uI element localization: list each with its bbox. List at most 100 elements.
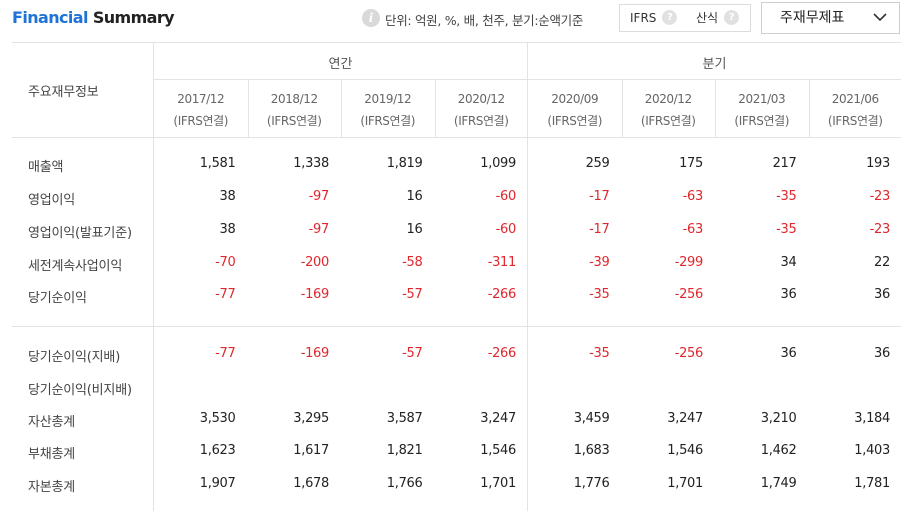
table-cell: 1,099 <box>480 156 516 171</box>
row-label: 영업이익(발표기준) <box>28 226 132 241</box>
table-cell: 22 <box>874 255 890 270</box>
table-cell: 1,338 <box>293 156 329 171</box>
column-basis: (IFRS연결) <box>266 114 322 128</box>
table-cell: 259 <box>585 156 610 171</box>
table-cell: 193 <box>866 156 890 171</box>
column-divider <box>341 80 342 137</box>
ifrs-label: IFRS <box>630 11 657 25</box>
group-header-quarter: 분기 <box>702 57 727 72</box>
table-cell: 1,766 <box>386 476 423 491</box>
table-cell: 1,749 <box>760 476 797 491</box>
header-bottom-border <box>12 137 901 138</box>
table-cell: -169 <box>300 346 330 361</box>
table-cell: 36 <box>780 346 797 361</box>
table-cell: -35 <box>589 287 610 302</box>
statement-type-dropdown[interactable]: 주재무제표 <box>761 2 900 34</box>
table-cell: 16 <box>406 222 423 237</box>
column-period: 2021/06 <box>831 92 879 106</box>
table-cell: 1,821 <box>386 443 423 458</box>
chevron-down-icon <box>873 13 887 22</box>
table-cell: 1,546 <box>667 443 703 458</box>
section-divider <box>12 326 901 327</box>
table-cell: 3,247 <box>480 411 516 426</box>
help-icon[interactable]: ? <box>662 10 678 25</box>
formula-toggle[interactable]: 산식? <box>696 5 740 31</box>
column-header: 2017/12 (IFRS연결) <box>154 88 248 132</box>
dropdown-label: 주재무제표 <box>780 10 845 26</box>
table-cell: -256 <box>674 287 704 302</box>
table-cell: 36 <box>874 287 890 302</box>
table-cell: 36 <box>874 346 890 361</box>
table-cell: -39 <box>589 255 610 270</box>
table-cell: 1,907 <box>199 476 236 491</box>
column-divider <box>435 80 436 137</box>
row-label: 세전계속사업이익 <box>28 259 123 274</box>
table-cell: -35 <box>776 222 797 237</box>
column-header: 2019/12 (IFRS연결) <box>341 88 435 132</box>
column-basis: (IFRS연결) <box>640 114 696 128</box>
table-cell: -17 <box>589 189 610 204</box>
table-cell: 217 <box>772 156 797 171</box>
row-label: 자본총계 <box>28 480 76 495</box>
table-cell: -200 <box>300 255 330 270</box>
row-label: 자산총계 <box>28 415 76 430</box>
help-icon[interactable]: ? <box>724 10 740 25</box>
table-cell: -57 <box>402 287 423 302</box>
table-cell: 3,184 <box>854 411 890 426</box>
table-cell: 3,295 <box>293 411 329 426</box>
column-basis: (IFRS연결) <box>173 114 229 128</box>
table-cell: -23 <box>869 222 891 237</box>
corner-label: 주요재무정보 <box>28 85 99 100</box>
table-cell: -299 <box>674 255 704 270</box>
column-period: 2021/03 <box>738 92 786 106</box>
financial-table: 주요재무정보 연간 분기 2017/12 (IFRS연결) 2018/12 (IFRS… <box>12 42 901 511</box>
table-cell: 1,781 <box>854 476 890 491</box>
table-cell: 1,701 <box>667 476 703 491</box>
table-cell: 34 <box>780 255 797 270</box>
table-cell: -17 <box>589 222 610 237</box>
table-cell: 3,247 <box>667 411 703 426</box>
table-cell: -57 <box>402 346 423 361</box>
table-cell: -266 <box>487 346 517 361</box>
table-cell: -63 <box>682 222 704 237</box>
table-cell: 1,683 <box>573 443 610 458</box>
ifrs-toggle[interactable]: IFRS? <box>630 5 678 31</box>
table-cell: 1,617 <box>293 443 329 458</box>
column-basis: (IFRS연결) <box>734 114 790 128</box>
table-cell: -60 <box>495 222 517 237</box>
row-label: 영업이익 <box>28 193 76 208</box>
table-cell: 38 <box>219 189 236 204</box>
column-period: 2020/12 <box>457 92 505 106</box>
table-cell: -97 <box>308 189 330 204</box>
table-cell: 1,678 <box>293 476 329 491</box>
row-label: 당기순이익(비지배) <box>28 383 132 398</box>
info-icon[interactable]: i <box>362 9 380 27</box>
row-label: 매출액 <box>28 160 64 175</box>
column-header: 2020/12 (IFRS연결) <box>622 88 716 132</box>
table-cell: 3,459 <box>573 411 610 426</box>
column-period: 2019/12 <box>364 92 412 106</box>
table-top-border <box>12 42 901 43</box>
table-cell: -256 <box>674 346 704 361</box>
column-divider <box>622 80 623 137</box>
table-cell: -58 <box>402 255 423 270</box>
row-label: 당기순이익(지배) <box>28 350 121 365</box>
column-divider <box>809 80 810 137</box>
column-basis: (IFRS연결) <box>547 114 603 128</box>
column-period: 2020/09 <box>551 92 599 106</box>
table-cell: -97 <box>308 222 330 237</box>
table-cell: 1,776 <box>573 476 610 491</box>
table-cell: -77 <box>215 287 236 302</box>
table-cell: -23 <box>869 189 891 204</box>
column-basis: (IFRS연결) <box>827 114 883 128</box>
title-summary: Summary <box>92 8 175 27</box>
table-cell: -63 <box>682 189 704 204</box>
table-cell: 3,587 <box>386 411 423 426</box>
section-title: Financial Summary <box>12 8 175 27</box>
table-cell: -35 <box>589 346 610 361</box>
table-cell: -77 <box>215 346 236 361</box>
table-cell: -35 <box>776 189 797 204</box>
table-cell: 36 <box>780 287 797 302</box>
table-cell: 1,819 <box>386 156 423 171</box>
